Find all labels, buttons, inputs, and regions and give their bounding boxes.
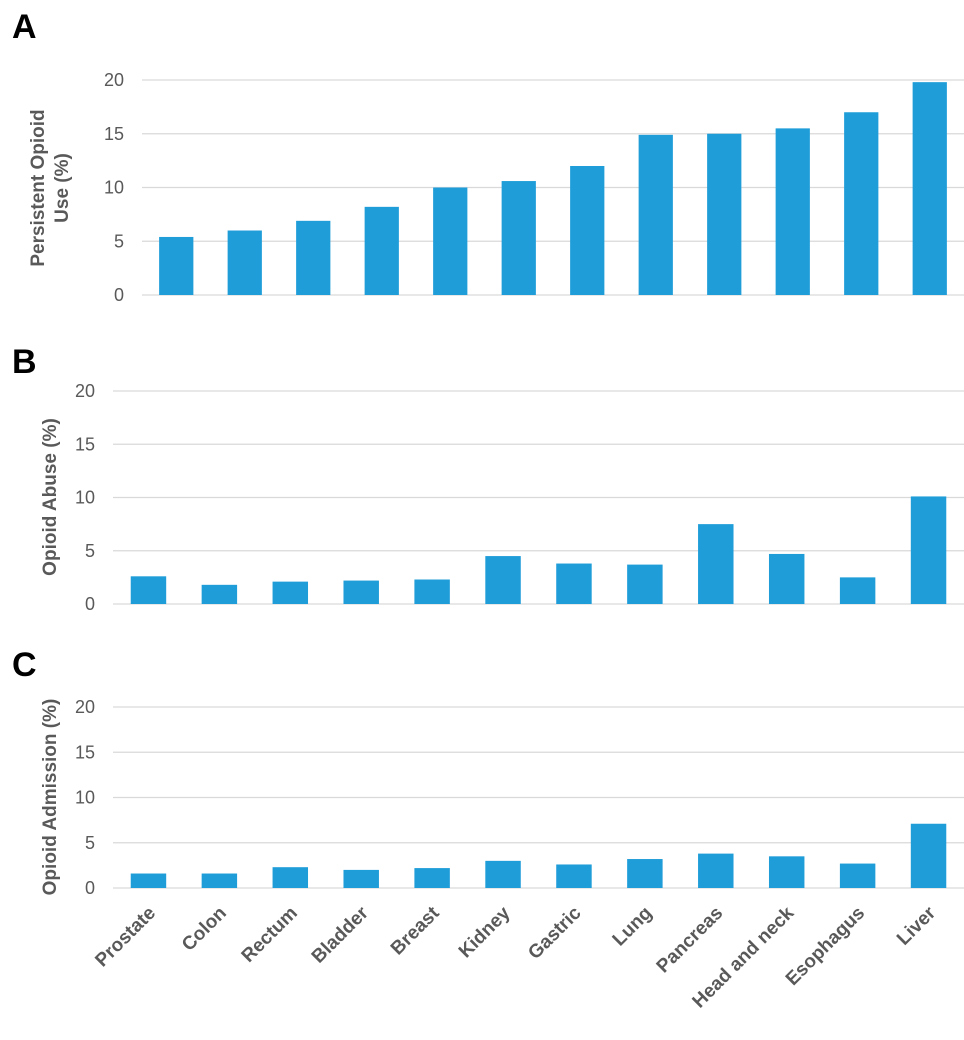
- bar-breast: [414, 579, 450, 604]
- bar-lung: [638, 134, 673, 295]
- bar-gastric: [556, 864, 592, 888]
- bar-kidney: [485, 556, 521, 604]
- bar-bladder: [343, 580, 379, 604]
- bar-breast: [414, 868, 450, 888]
- y-tick-label: 5: [85, 833, 95, 853]
- bar-head-and-neck: [775, 128, 810, 295]
- bar-pancreas: [698, 853, 734, 888]
- bar-rectum: [272, 581, 309, 604]
- bar-colon: [201, 584, 238, 604]
- y-tick-label: 20: [104, 70, 124, 90]
- x-tick-label: Liver: [893, 902, 940, 949]
- y-tick-label: 15: [75, 434, 95, 454]
- bar-esophagus: [844, 112, 879, 295]
- panel-letter-C: C: [12, 646, 37, 684]
- y-tick-label: 20: [75, 381, 95, 401]
- x-tick-label: Breast: [387, 902, 444, 959]
- x-tick-label: Kidney: [455, 902, 515, 962]
- y-tick-label: 5: [85, 541, 95, 561]
- y-tick-label: 15: [104, 124, 124, 144]
- x-tick-label: Lung: [609, 903, 657, 951]
- bar-prostate: [130, 576, 167, 604]
- y-tick-label: 10: [75, 488, 95, 508]
- bar-esophagus: [839, 577, 876, 604]
- x-tick-label: Prostate: [91, 903, 160, 972]
- x-tick-label: Pancreas: [653, 903, 728, 978]
- bar-bladder: [343, 869, 379, 888]
- bar-gastric: [570, 166, 605, 295]
- bar-gastric: [556, 563, 592, 604]
- y-tick-label: 20: [75, 697, 95, 717]
- x-tick-label: Gastric: [524, 902, 585, 963]
- y-axis-label: Opioid Abuse (%): [40, 418, 61, 576]
- y-tick-label: 5: [114, 231, 124, 251]
- bar-rectum: [272, 867, 309, 888]
- x-tick-label: Colon: [178, 903, 231, 956]
- bar-kidney: [485, 860, 521, 888]
- bar-rectum: [296, 220, 331, 295]
- y-tick-label: 0: [114, 285, 124, 305]
- x-tick-label: Rectum: [238, 903, 302, 967]
- bar-liver: [910, 496, 947, 604]
- bar-lung: [627, 564, 663, 604]
- bar-kidney: [501, 181, 536, 295]
- bar-liver: [910, 823, 947, 888]
- bar-breast: [433, 187, 468, 295]
- bar-bladder: [364, 206, 399, 295]
- bar-colon: [227, 230, 262, 295]
- y-tick-label: 10: [75, 788, 95, 808]
- bar-lung: [627, 859, 663, 888]
- bar-esophagus: [839, 863, 876, 888]
- bar-colon: [201, 873, 238, 888]
- bar-head-and-neck: [768, 856, 805, 888]
- y-axis-label: Persistent Opioid: [28, 109, 49, 266]
- panel-letter-B: B: [12, 343, 37, 381]
- y-tick-label: 15: [75, 742, 95, 762]
- bar-liver: [912, 82, 947, 296]
- x-tick-label: Bladder: [308, 902, 373, 967]
- y-axis-label: Use (%): [52, 153, 73, 223]
- bar-prostate: [159, 236, 194, 295]
- bar-pancreas: [707, 133, 742, 295]
- y-tick-label: 10: [104, 178, 124, 198]
- y-axis-label: Opioid Admission (%): [40, 699, 61, 896]
- y-tick-label: 0: [85, 594, 95, 614]
- panel-letter-A: A: [12, 8, 37, 46]
- bar-pancreas: [698, 524, 734, 604]
- bar-prostate: [130, 873, 167, 888]
- y-tick-label: 0: [85, 878, 95, 898]
- bar-head-and-neck: [768, 553, 805, 604]
